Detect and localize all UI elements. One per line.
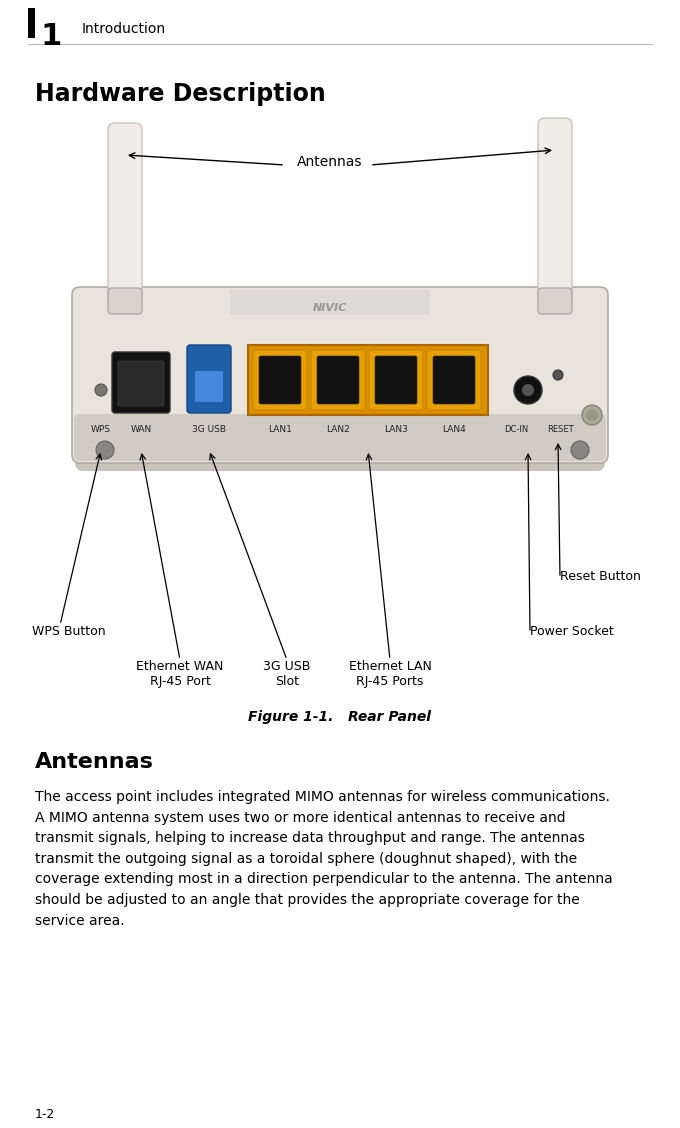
Bar (195, 371, 223, 402)
Text: NIVIC: NIVIC (313, 303, 347, 312)
Text: RESET: RESET (547, 425, 573, 434)
Text: LAN4: LAN4 (442, 425, 466, 434)
Circle shape (514, 376, 542, 404)
Text: Reset Button: Reset Button (560, 570, 641, 583)
FancyBboxPatch shape (538, 288, 572, 314)
FancyBboxPatch shape (433, 356, 475, 404)
FancyBboxPatch shape (118, 361, 164, 406)
Circle shape (96, 441, 114, 459)
Text: 3G USB
Slot: 3G USB Slot (263, 660, 311, 688)
FancyBboxPatch shape (108, 123, 142, 302)
Bar (248, 345, 488, 415)
Circle shape (582, 405, 602, 425)
FancyBboxPatch shape (538, 118, 572, 302)
Circle shape (571, 441, 589, 459)
Text: WPS Button: WPS Button (32, 625, 105, 638)
FancyBboxPatch shape (317, 356, 359, 404)
Circle shape (95, 384, 107, 396)
Text: Figure 1-1.   Rear Panel: Figure 1-1. Rear Panel (248, 710, 432, 724)
Text: Introduction: Introduction (82, 23, 166, 36)
FancyBboxPatch shape (375, 356, 417, 404)
Text: LAN1: LAN1 (268, 425, 292, 434)
FancyBboxPatch shape (75, 291, 605, 472)
Text: DC-IN: DC-IN (504, 425, 528, 434)
FancyBboxPatch shape (427, 350, 481, 409)
Text: 1: 1 (40, 23, 61, 51)
FancyBboxPatch shape (259, 356, 301, 404)
Text: WPS: WPS (91, 425, 111, 434)
Text: Antennas: Antennas (297, 155, 362, 169)
FancyBboxPatch shape (253, 350, 307, 409)
Circle shape (586, 409, 598, 421)
Text: WAN: WAN (131, 425, 152, 434)
Text: 3G USB: 3G USB (192, 425, 226, 434)
FancyBboxPatch shape (187, 345, 231, 413)
FancyBboxPatch shape (311, 350, 365, 409)
Text: LAN3: LAN3 (384, 425, 408, 434)
Text: Ethernet WAN
RJ-45 Port: Ethernet WAN RJ-45 Port (136, 660, 224, 688)
Bar (230, 290, 430, 315)
Text: Antennas: Antennas (35, 752, 154, 772)
Text: Ethernet LAN
RJ-45 Ports: Ethernet LAN RJ-45 Ports (349, 660, 431, 688)
Circle shape (553, 370, 563, 380)
FancyBboxPatch shape (108, 288, 142, 314)
Text: LAN2: LAN2 (326, 425, 350, 434)
Circle shape (522, 384, 534, 396)
FancyBboxPatch shape (112, 352, 170, 413)
Bar (28, 8, 35, 38)
FancyBboxPatch shape (74, 414, 606, 461)
Text: The access point includes integrated MIMO antennas for wireless communications.
: The access point includes integrated MIM… (35, 790, 613, 927)
Text: 1-2: 1-2 (35, 1108, 55, 1121)
FancyBboxPatch shape (72, 287, 608, 462)
Text: Hardware Description: Hardware Description (35, 82, 326, 106)
Text: Power Socket: Power Socket (530, 625, 614, 638)
FancyBboxPatch shape (369, 350, 423, 409)
